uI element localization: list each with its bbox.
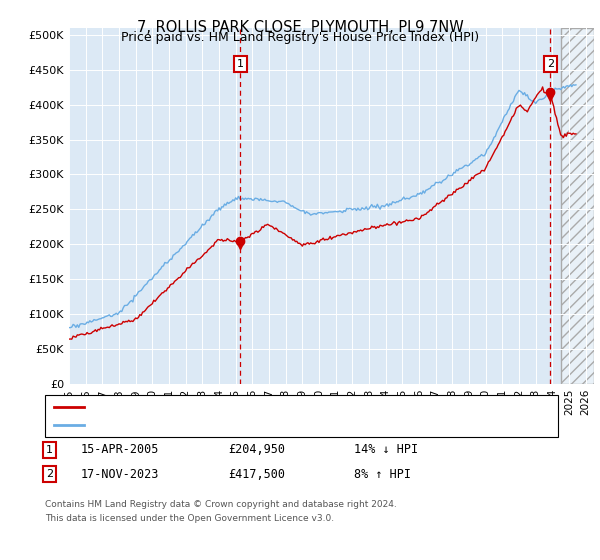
Text: 8% ↑ HPI: 8% ↑ HPI [354,468,411,481]
Bar [560,28,594,384]
Text: 7, ROLLIS PARK CLOSE, PLYMOUTH, PL9 7NW (detached house): 7, ROLLIS PARK CLOSE, PLYMOUTH, PL9 7NW … [90,402,417,412]
Text: 1: 1 [237,59,244,69]
Text: £204,950: £204,950 [228,443,285,456]
Text: 7, ROLLIS PARK CLOSE, PLYMOUTH, PL9 7NW: 7, ROLLIS PARK CLOSE, PLYMOUTH, PL9 7NW [137,20,463,35]
Text: 1: 1 [46,445,53,455]
Text: HPI: Average price, detached house, City of Plymouth: HPI: Average price, detached house, City… [90,420,370,430]
Text: This data is licensed under the Open Government Licence v3.0.: This data is licensed under the Open Gov… [45,514,334,523]
Text: 14% ↓ HPI: 14% ↓ HPI [354,443,418,456]
Text: 2: 2 [46,469,53,479]
Text: Contains HM Land Registry data © Crown copyright and database right 2024.: Contains HM Land Registry data © Crown c… [45,500,397,509]
Text: 17-NOV-2023: 17-NOV-2023 [81,468,160,481]
Bar [560,28,594,384]
Text: 15-APR-2005: 15-APR-2005 [81,443,160,456]
Text: Price paid vs. HM Land Registry's House Price Index (HPI): Price paid vs. HM Land Registry's House … [121,31,479,44]
Text: £417,500: £417,500 [228,468,285,481]
Text: 2: 2 [547,59,554,69]
